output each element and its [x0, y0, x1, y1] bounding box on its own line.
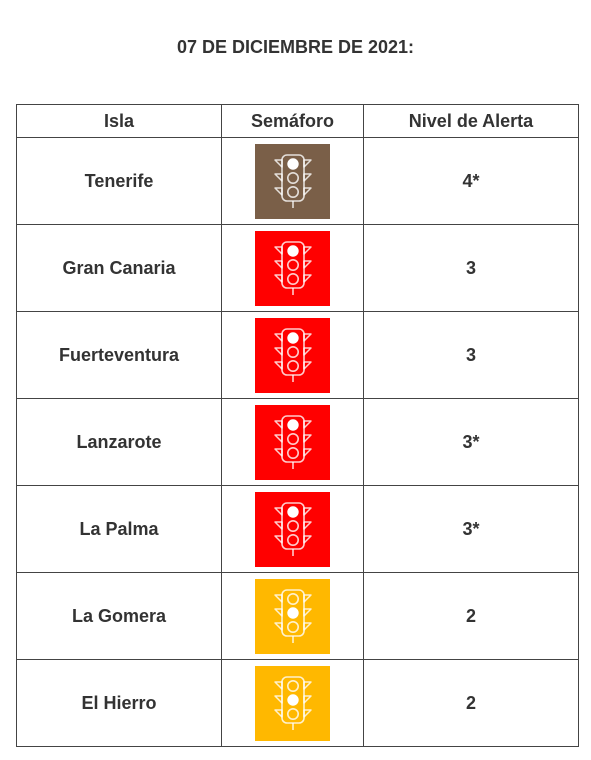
- isla-cell: Lanzarote: [16, 398, 222, 486]
- nivel-cell: 2: [363, 659, 579, 747]
- traffic-light-icon: [273, 151, 312, 211]
- nivel-value: 3: [465, 344, 476, 365]
- table-row-tenerife: Tenerife: [16, 137, 579, 225]
- semaforo-box: [255, 317, 330, 393]
- semaforo-cell: [221, 659, 364, 747]
- nivel-cell: 2: [363, 572, 579, 660]
- traffic-light-svg: [273, 328, 312, 382]
- semaforo-cell: [221, 224, 364, 312]
- traffic-light-svg: [273, 154, 312, 208]
- header-semaforo: Semáforo: [221, 104, 364, 138]
- isla-name: Gran Canaria: [62, 257, 176, 278]
- table-row-lanzarote: Lanzarote: [16, 398, 579, 486]
- table-row-el-hierro: El Hierro: [16, 659, 579, 747]
- header-isla: Isla: [16, 104, 222, 138]
- nivel-cell: 3*: [363, 485, 579, 573]
- traffic-light-icon: [273, 325, 312, 385]
- traffic-light-svg: [273, 589, 312, 643]
- nivel-value: 3*: [462, 431, 480, 452]
- page-title: 07 DE DICIEMBRE DE 2021:: [176, 37, 415, 57]
- table-row-gran-canaria: Gran Canaria: [16, 224, 579, 312]
- traffic-light-icon: [273, 412, 312, 472]
- nivel-cell: 3: [363, 224, 579, 312]
- isla-cell: Gran Canaria: [16, 224, 222, 312]
- isla-cell: La Gomera: [16, 572, 222, 660]
- header-nivel: Nivel de Alerta: [363, 104, 579, 138]
- semaforo-cell: [221, 398, 364, 486]
- nivel-value: 2: [465, 605, 476, 626]
- semaforo-box: [255, 665, 330, 741]
- nivel-value: 4*: [462, 170, 480, 191]
- traffic-light-icon: [273, 586, 312, 646]
- alert-table: Isla Semáforo Nivel de Alerta Tenerife: [16, 104, 579, 747]
- isla-name: Tenerife: [84, 170, 154, 191]
- semaforo-box: [255, 404, 330, 480]
- semaforo-box: [255, 578, 330, 654]
- semaforo-box: [255, 143, 330, 219]
- table-row-la-palma: La Palma: [16, 485, 579, 573]
- table-header-row: Isla Semáforo Nivel de Alerta: [16, 104, 579, 138]
- traffic-light-svg: [273, 502, 312, 556]
- traffic-light-icon: [273, 238, 312, 298]
- semaforo-box: [255, 230, 330, 306]
- isla-name: El Hierro: [81, 692, 157, 713]
- nivel-value: 2: [465, 692, 476, 713]
- nivel-cell: 3*: [363, 398, 579, 486]
- semaforo-cell: [221, 311, 364, 399]
- isla-cell: El Hierro: [16, 659, 222, 747]
- isla-cell: La Palma: [16, 485, 222, 573]
- isla-cell: Tenerife: [16, 137, 222, 225]
- traffic-light-svg: [273, 676, 312, 730]
- isla-cell: Fuerteventura: [16, 311, 222, 399]
- semaforo-cell: [221, 137, 364, 225]
- semaforo-box: [255, 491, 330, 567]
- traffic-light-icon: [273, 673, 312, 733]
- semaforo-cell: [221, 572, 364, 660]
- traffic-light-svg: [273, 241, 312, 295]
- nivel-value: 3*: [462, 518, 480, 539]
- isla-name: Fuerteventura: [58, 344, 180, 365]
- isla-name: La Palma: [79, 518, 159, 539]
- nivel-cell: 3: [363, 311, 579, 399]
- isla-name: Lanzarote: [76, 431, 162, 452]
- traffic-light-icon: [273, 499, 312, 559]
- nivel-value: 3: [465, 257, 476, 278]
- table-row-la-gomera: La Gomera: [16, 572, 579, 660]
- semaforo-cell: [221, 485, 364, 573]
- traffic-light-svg: [273, 415, 312, 469]
- isla-name: La Gomera: [71, 605, 167, 626]
- nivel-cell: 4*: [363, 137, 579, 225]
- table-row-fuerteventura: Fuerteventura: [16, 311, 579, 399]
